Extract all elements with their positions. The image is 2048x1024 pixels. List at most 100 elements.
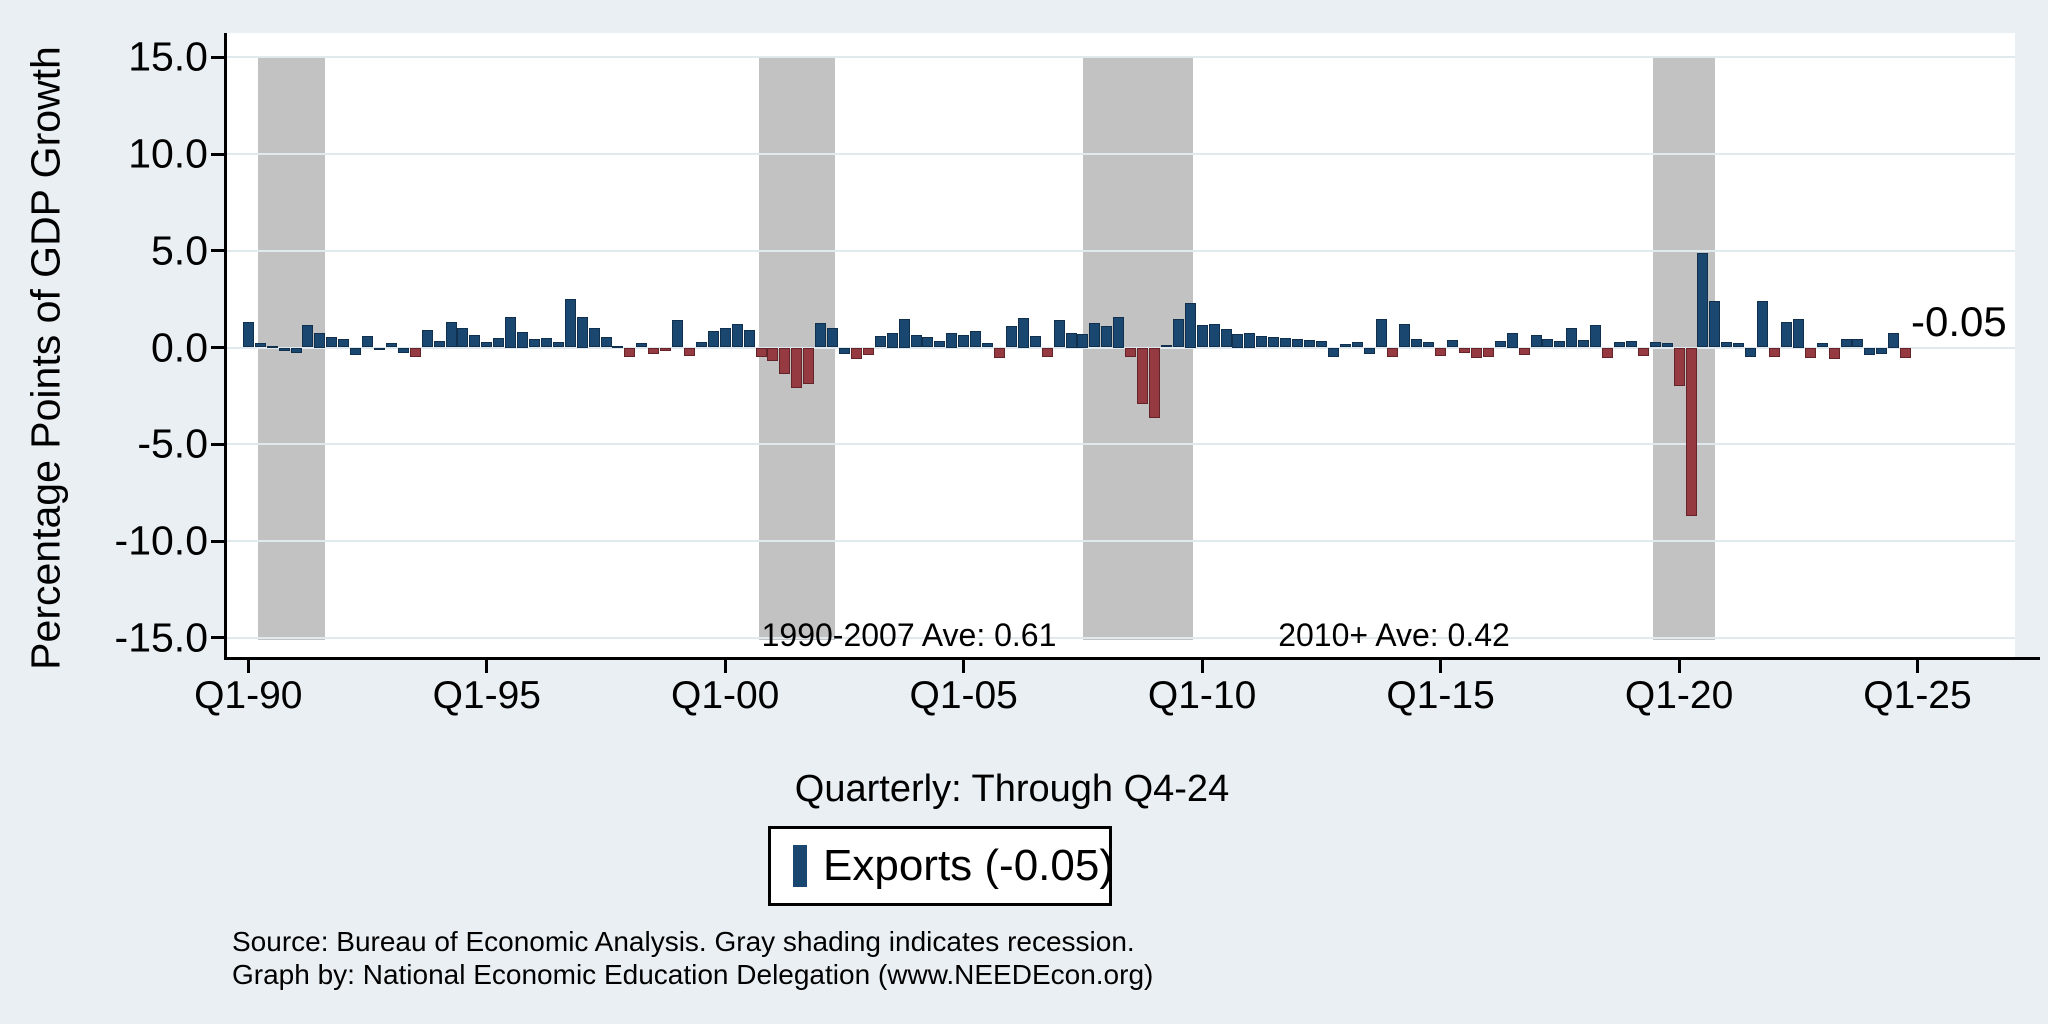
export-bar-Q1-94	[433, 340, 445, 348]
y-tick-label: -5.0	[137, 420, 208, 467]
export-bar-Q1-10	[1196, 325, 1208, 348]
export-bar-Q3-90	[266, 345, 278, 348]
y-tick-mark	[211, 55, 225, 59]
y-tick-label: 10.0	[128, 130, 208, 177]
export-bar-Q4-00	[755, 347, 767, 358]
source-line-2: Graph by: National Economic Education De…	[232, 959, 1154, 990]
export-bar-Q2-11	[1256, 335, 1268, 348]
source-note: Source: Bureau of Economic Analysis. Gra…	[232, 925, 1153, 991]
export-bar-Q2-23	[1828, 347, 1840, 360]
export-bar-Q4-22	[1804, 347, 1816, 359]
export-bar-Q3-93	[409, 347, 421, 358]
export-bar-Q1-06	[1005, 326, 1017, 348]
export-bar-Q4-08	[1137, 347, 1148, 404]
export-bar-Q1-01	[767, 347, 779, 361]
export-bar-Q1-02	[815, 323, 827, 348]
export-bar-Q2-05	[970, 331, 982, 348]
x-axis-line	[224, 657, 2040, 660]
export-bar-Q2-15	[1447, 339, 1458, 348]
export-bar-Q4-24	[1900, 347, 1912, 359]
export-bar-Q2-12	[1303, 339, 1315, 348]
x-tick-label: Q1-00	[670, 674, 780, 717]
y-axis-line	[224, 33, 227, 660]
export-bar-Q4-94	[469, 334, 481, 348]
export-bar-Q1-18	[1578, 339, 1590, 348]
y-tick-label: 0.0	[151, 324, 208, 370]
annotation-2010-plus-average: 2010+ Ave: 0.42	[1278, 617, 1510, 653]
export-bar-Q1-95	[481, 341, 493, 348]
y-tick-label: -15.0	[114, 614, 208, 661]
export-bar-Q2-18	[1590, 325, 1602, 348]
y-tick-mark	[211, 636, 225, 640]
export-bar-Q1-20	[1673, 347, 1685, 387]
export-bar-Q4-11	[1280, 337, 1292, 348]
export-bar-Q4-04	[946, 333, 958, 348]
export-bar-Q4-92	[374, 347, 385, 351]
export-bar-Q3-10	[1220, 329, 1232, 348]
export-bar-Q2-24	[1876, 347, 1888, 355]
y-tick-label: 15.0	[128, 33, 208, 80]
export-bar-Q1-19	[1625, 340, 1637, 348]
y-tick-mark	[211, 442, 225, 446]
export-bar-Q3-00	[743, 330, 755, 348]
x-tick-label: Q1-25	[1863, 674, 1972, 717]
export-bar-Q2-02	[827, 328, 838, 348]
export-bar-Q2-90	[254, 342, 266, 348]
export-bar-Q1-07	[1053, 320, 1065, 348]
export-bar-Q4-14	[1423, 341, 1435, 348]
export-bar-Q4-15	[1470, 347, 1482, 359]
export-bar-Q3-22	[1792, 318, 1804, 348]
export-bar-Q4-95	[517, 332, 528, 348]
export-bar-Q2-00	[731, 324, 743, 348]
export-bar-Q3-23	[1840, 338, 1852, 348]
export-bar-Q2-97	[588, 328, 600, 348]
export-bar-Q1-13	[1339, 343, 1351, 348]
export-bar-Q3-16	[1506, 333, 1518, 348]
export-bar-Q3-95	[505, 316, 517, 348]
export-bar-Q4-97	[612, 345, 624, 348]
export-bar-Q3-99	[695, 341, 707, 348]
export-bar-Q1-15	[1435, 347, 1447, 357]
latest-value-label: -0.05	[1911, 298, 2007, 345]
export-bar-Q2-06	[1017, 317, 1029, 348]
x-tick-label: Q1-90	[194, 674, 303, 717]
export-bar-Q3-19	[1649, 341, 1661, 348]
x-tick-label: Q1-20	[1624, 674, 1734, 717]
x-tick-label: Q1-10	[1147, 674, 1257, 717]
gridline-0	[227, 346, 2015, 349]
export-bar-Q3-13	[1363, 347, 1375, 355]
export-bar-Q1-03	[862, 347, 874, 356]
export-bar-Q2-17	[1542, 338, 1554, 348]
export-bar-Q1-08	[1101, 326, 1113, 348]
export-bar-Q3-18	[1602, 347, 1613, 359]
gridline-5	[227, 249, 2015, 252]
gridline-10	[227, 153, 2015, 155]
x-tick-mark	[1439, 658, 1443, 673]
export-bar-Q3-12	[1315, 340, 1327, 348]
export-bar-Q2-13	[1351, 341, 1363, 348]
export-bar-Q4-10	[1232, 334, 1244, 348]
export-bar-Q2-19	[1637, 347, 1649, 357]
export-bar-Q1-90	[242, 322, 254, 348]
export-bar-Q2-92	[350, 347, 362, 356]
export-bar-Q2-03	[874, 335, 886, 348]
y-tick-mark	[211, 346, 225, 349]
export-bar-Q2-10	[1208, 324, 1220, 348]
x-axis-title: Quarterly: Through Q4-24	[794, 768, 1230, 810]
export-bar-Q4-99	[707, 331, 719, 348]
export-bar-Q4-06	[1041, 347, 1053, 358]
export-bar-Q1-98	[624, 347, 636, 358]
export-bar-Q1-17	[1530, 334, 1542, 348]
export-bar-Q4-03	[898, 318, 910, 348]
export-bar-Q4-23	[1852, 338, 1864, 348]
source-line-1: Source: Bureau of Economic Analysis. Gra…	[232, 926, 1135, 957]
export-bar-Q3-04	[934, 340, 946, 348]
export-bar-Q1-12	[1292, 338, 1303, 348]
export-bar-Q4-16	[1518, 347, 1530, 356]
x-tick-mark	[1200, 658, 1204, 673]
export-bar-Q1-11	[1244, 333, 1256, 348]
export-bar-Q4-21	[1757, 301, 1768, 348]
legend-label: Exports (-0.05)	[823, 841, 1114, 890]
export-bar-Q3-15	[1458, 347, 1470, 354]
